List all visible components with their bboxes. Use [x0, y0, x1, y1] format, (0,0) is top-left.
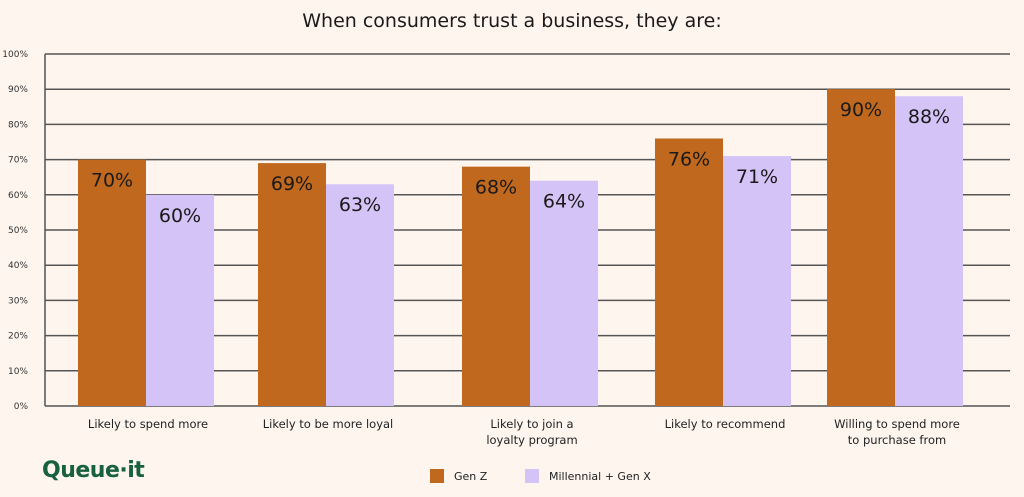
data-label: 60%: [159, 205, 201, 227]
y-tick-label: 40%: [8, 261, 28, 271]
legend-swatch-gen-z: [430, 469, 444, 483]
bar-millennial-gen-x: [326, 184, 394, 406]
bar-gen-z: [827, 89, 895, 406]
legend-label: Millennial + Gen X: [549, 469, 651, 483]
y-tick-label: 0%: [14, 402, 29, 412]
y-tick-label: 100%: [2, 50, 28, 60]
y-tick-label: 60%: [8, 191, 28, 201]
bar-gen-z: [78, 159, 146, 406]
bar-millennial-gen-x: [146, 194, 214, 406]
data-label: 90%: [840, 99, 882, 121]
chart-title: When consumers trust a business, they ar…: [302, 10, 722, 32]
legend-item-millennial-gen-x: Millennial + Gen X: [525, 469, 651, 483]
bar-gen-z: [655, 138, 723, 407]
x-tick-label: Likely to spend more: [88, 417, 208, 431]
y-tick-label: 50%: [8, 226, 28, 236]
x-tick-label: Likely to recommend: [665, 417, 786, 431]
data-label: 69%: [271, 173, 313, 195]
data-label: 71%: [736, 166, 778, 188]
bar-gen-z: [258, 163, 326, 406]
y-tick-label: 30%: [8, 296, 28, 306]
data-label: 76%: [668, 148, 710, 170]
bar-millennial-gen-x: [895, 96, 963, 407]
x-tick-label: Likely to join a: [490, 417, 573, 431]
x-tick-label: to purchase from: [848, 433, 946, 447]
x-tick-label: loyalty program: [486, 433, 577, 447]
queue-it-logo: Queue·it: [42, 458, 145, 483]
x-tick-label: Willing to spend more: [834, 417, 960, 431]
y-tick-label: 10%: [8, 367, 28, 377]
x-tick-label: Likely to be more loyal: [263, 417, 394, 431]
y-tick-label: 90%: [8, 85, 28, 95]
bar-gen-z: [462, 166, 530, 406]
data-label: 64%: [543, 191, 585, 213]
data-label: 70%: [91, 170, 133, 192]
bar-millennial-gen-x: [723, 156, 791, 406]
data-label: 63%: [339, 194, 381, 216]
y-tick-label: 20%: [8, 332, 28, 342]
legend-swatch-millennial-gen-x: [525, 469, 539, 483]
y-tick-label: 70%: [8, 156, 28, 166]
legend-item-gen-z: Gen Z: [430, 469, 487, 483]
bar-millennial-gen-x: [530, 180, 598, 406]
data-label: 88%: [908, 106, 950, 128]
data-label: 68%: [475, 177, 517, 199]
legend-label: Gen Z: [454, 469, 488, 483]
y-tick-label: 80%: [8, 120, 28, 130]
